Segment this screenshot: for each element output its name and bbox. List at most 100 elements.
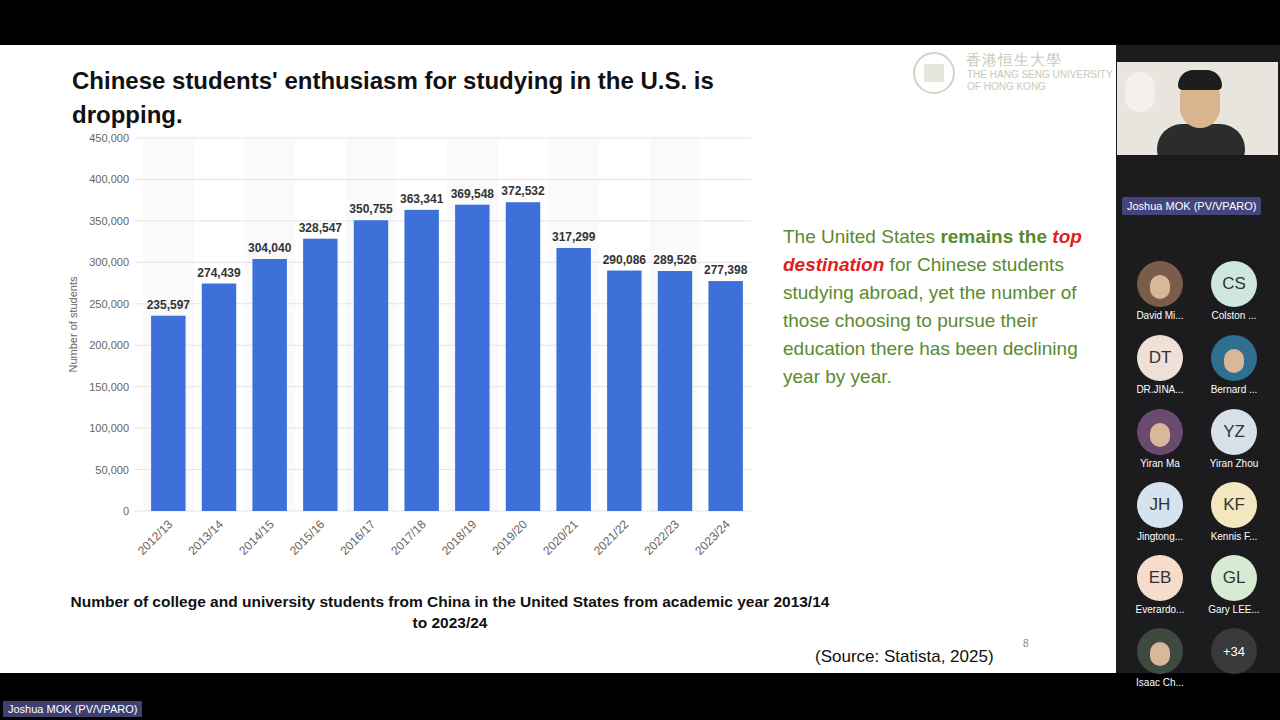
note-run: The United States bbox=[783, 226, 940, 247]
participant-initials: GL bbox=[1223, 568, 1246, 588]
column-shade bbox=[548, 138, 599, 511]
logo-ring bbox=[914, 53, 954, 93]
note-run bbox=[1047, 226, 1052, 247]
presenter-video bbox=[1117, 62, 1278, 155]
data-label: 235,597 bbox=[147, 298, 191, 312]
page-number: 8 bbox=[1023, 638, 1029, 649]
bar bbox=[303, 239, 337, 511]
x-tick-label: 2023/24 bbox=[692, 517, 733, 558]
grid-line bbox=[135, 138, 751, 139]
presenter-name: Joshua MOK (PV/VPARO) bbox=[1122, 197, 1261, 215]
grid-line bbox=[135, 179, 751, 180]
more-participants[interactable]: +34 bbox=[1211, 628, 1257, 674]
participant-avatar: CS bbox=[1211, 261, 1257, 307]
column-shade bbox=[447, 138, 498, 511]
presenter-hair bbox=[1178, 70, 1222, 90]
participant-name: David Mi... bbox=[1123, 310, 1197, 322]
y-tick-label: 50,000 bbox=[95, 464, 129, 476]
bar bbox=[354, 220, 388, 511]
data-label: 363,341 bbox=[400, 192, 444, 206]
y-tick-label: 300,000 bbox=[89, 256, 129, 268]
x-tick-label: 2012/13 bbox=[135, 517, 176, 558]
participant-initials: DT bbox=[1149, 348, 1172, 368]
y-tick-label: 250,000 bbox=[89, 298, 129, 310]
more-count: +34 bbox=[1223, 644, 1245, 659]
logo-chinese: 香港恒生大學 bbox=[966, 51, 1062, 68]
x-tick-label: 2014/15 bbox=[236, 517, 277, 558]
x-tick-label: 2021/22 bbox=[591, 517, 632, 558]
y-tick-label: 350,000 bbox=[89, 215, 129, 227]
column-shade bbox=[346, 138, 397, 511]
data-label: 317,299 bbox=[552, 230, 596, 244]
data-label: 289,526 bbox=[653, 253, 697, 267]
y-tick-label: 150,000 bbox=[89, 381, 129, 393]
data-label: 290,086 bbox=[603, 253, 647, 267]
participant-name: Bernard ... bbox=[1197, 384, 1271, 396]
x-tick-label: 2015/16 bbox=[287, 517, 328, 558]
grid-line bbox=[135, 220, 751, 221]
x-tick-label: 2013/14 bbox=[186, 517, 227, 558]
participant-initials: CS bbox=[1222, 274, 1246, 294]
column-shade bbox=[244, 138, 295, 511]
photo-face bbox=[1150, 275, 1170, 299]
participant-avatar: DT bbox=[1137, 335, 1183, 381]
bar bbox=[658, 271, 692, 511]
bar bbox=[506, 202, 540, 511]
x-tick-label: 2019/20 bbox=[490, 517, 531, 558]
participant-avatar bbox=[1211, 335, 1257, 381]
participant-avatar: GL bbox=[1211, 555, 1257, 601]
y-axis-title: Number of students bbox=[67, 276, 79, 372]
data-label: 328,547 bbox=[299, 221, 343, 235]
participant-initials: YZ bbox=[1223, 422, 1245, 442]
chart: 050,000100,000150,000200,000250,000300,0… bbox=[0, 0, 1280, 720]
participant-avatar bbox=[1137, 409, 1183, 455]
participant-avatar: JH bbox=[1137, 482, 1183, 528]
logo-shield bbox=[924, 64, 944, 82]
video-window bbox=[1125, 72, 1155, 112]
bar bbox=[556, 248, 590, 511]
bar bbox=[252, 259, 286, 511]
note-run: remains the bbox=[940, 226, 1047, 247]
y-tick-label: 0 bbox=[123, 505, 129, 517]
column-shade bbox=[143, 138, 194, 511]
presenter-body bbox=[1157, 124, 1245, 155]
data-label: 369,548 bbox=[451, 187, 495, 201]
bar bbox=[708, 281, 742, 511]
data-label: 372,532 bbox=[501, 184, 545, 198]
participant-initials: KF bbox=[1223, 495, 1245, 515]
data-label: 350,755 bbox=[349, 202, 393, 216]
x-tick-label: 2022/23 bbox=[642, 517, 683, 558]
participant-name: Isaac Ch... bbox=[1123, 677, 1197, 689]
logo-english: OF HONG KONG bbox=[967, 81, 1046, 93]
x-tick-label: 2018/19 bbox=[439, 517, 480, 558]
participant-name: Yiran Zhou bbox=[1197, 458, 1271, 470]
data-label: 274,439 bbox=[197, 266, 241, 280]
logo-english: THE HANG SENG UNIVERSITY bbox=[967, 69, 1113, 81]
slide-title: Chinese students' enthusiasm for studyin… bbox=[72, 64, 752, 132]
logo-emblem bbox=[911, 50, 957, 96]
bar bbox=[151, 316, 185, 511]
participant-name: Everardo... bbox=[1123, 604, 1197, 616]
participant-avatar: KF bbox=[1211, 482, 1257, 528]
participant-avatar bbox=[1137, 261, 1183, 307]
y-tick-label: 450,000 bbox=[89, 132, 129, 144]
participant-name: Gary LEE... bbox=[1197, 604, 1271, 616]
participant-name: Kennis F... bbox=[1197, 531, 1271, 543]
participant-name: Colston ... bbox=[1197, 310, 1271, 322]
photo-face bbox=[1150, 423, 1170, 447]
participant-avatar bbox=[1137, 628, 1183, 674]
chart-title: Number of college and university student… bbox=[70, 591, 830, 633]
data-label: 277,398 bbox=[704, 263, 748, 277]
bar bbox=[455, 205, 489, 511]
participant-initials: JH bbox=[1150, 495, 1171, 515]
y-tick-label: 400,000 bbox=[89, 173, 129, 185]
bar bbox=[607, 271, 641, 511]
y-tick-label: 100,000 bbox=[89, 422, 129, 434]
bar bbox=[404, 210, 438, 511]
x-tick-label: 2016/17 bbox=[338, 517, 379, 558]
participant-avatar: YZ bbox=[1211, 409, 1257, 455]
photo-face bbox=[1150, 642, 1170, 666]
column-shade bbox=[650, 138, 701, 511]
photo-face bbox=[1224, 349, 1244, 373]
data-label: 304,040 bbox=[248, 241, 292, 255]
